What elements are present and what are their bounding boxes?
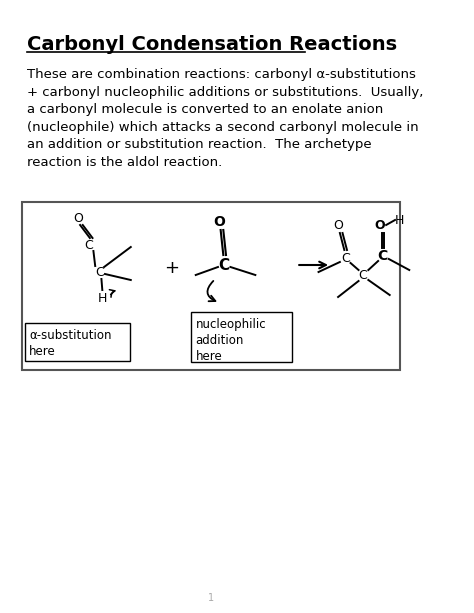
- Text: O: O: [374, 218, 385, 232]
- Text: C: C: [95, 265, 104, 278]
- Text: C: C: [219, 257, 230, 273]
- Text: Carbonyl Condensation Reactions: Carbonyl Condensation Reactions: [27, 35, 397, 54]
- FancyArrowPatch shape: [109, 290, 115, 297]
- Text: These are combination reactions: carbonyl α-substitutions
+ carbonyl nucleophili: These are combination reactions: carbony…: [27, 68, 423, 169]
- FancyArrowPatch shape: [299, 262, 326, 268]
- Text: O: O: [73, 211, 83, 224]
- Text: C: C: [341, 251, 350, 264]
- Text: O: O: [213, 215, 225, 229]
- Text: C: C: [84, 238, 93, 251]
- Text: H: H: [395, 213, 404, 226]
- FancyArrowPatch shape: [208, 281, 215, 301]
- Text: nucleophilic
addition
here: nucleophilic addition here: [196, 318, 266, 363]
- Text: 1: 1: [208, 593, 214, 603]
- Text: C: C: [377, 249, 388, 263]
- Text: α-substitution
here: α-substitution here: [29, 329, 112, 358]
- Bar: [22, 202, 401, 370]
- Bar: [25, 323, 130, 361]
- Text: C: C: [359, 268, 367, 281]
- Text: O: O: [333, 218, 343, 232]
- Text: +: +: [164, 259, 179, 277]
- Text: H: H: [98, 292, 107, 305]
- Bar: [191, 312, 292, 362]
